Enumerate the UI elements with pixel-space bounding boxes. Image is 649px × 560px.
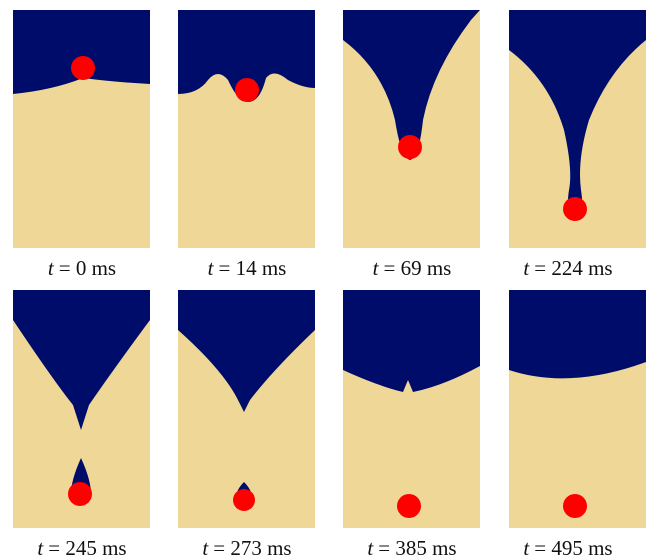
snapshot [178, 290, 315, 528]
caption: t = 385 ms [332, 536, 492, 560]
caption-text: = 495 ms [534, 536, 613, 560]
snapshot [178, 10, 315, 248]
snapshot [509, 10, 646, 248]
caption: t = 69 ms [332, 256, 492, 281]
caption-text: = 69 ms [383, 256, 452, 280]
snapshot [343, 290, 480, 528]
caption-text: = 0 ms [58, 256, 117, 280]
snapshot [13, 10, 150, 248]
snapshot [509, 290, 646, 528]
variable: t [523, 256, 530, 280]
snapshot [343, 10, 480, 248]
snapshot [13, 290, 150, 528]
variable: t [202, 536, 209, 560]
variable: t [47, 256, 54, 280]
caption-text: = 14 ms [218, 256, 287, 280]
caption: t = 14 ms [167, 256, 327, 281]
variable: t [367, 536, 374, 560]
variable: t [523, 536, 530, 560]
variable: t [37, 536, 44, 560]
caption-text: = 245 ms [48, 536, 127, 560]
variable: t [372, 256, 379, 280]
caption: t = 273 ms [167, 536, 327, 560]
caption: t = 224 ms [488, 256, 648, 281]
variable: t [207, 256, 214, 280]
caption-text: = 385 ms [378, 536, 457, 560]
caption: t = 495 ms [488, 536, 648, 560]
caption: t = 0 ms [2, 256, 162, 281]
caption-text: = 224 ms [534, 256, 613, 280]
caption: t = 245 ms [2, 536, 162, 560]
caption-text: = 273 ms [213, 536, 292, 560]
